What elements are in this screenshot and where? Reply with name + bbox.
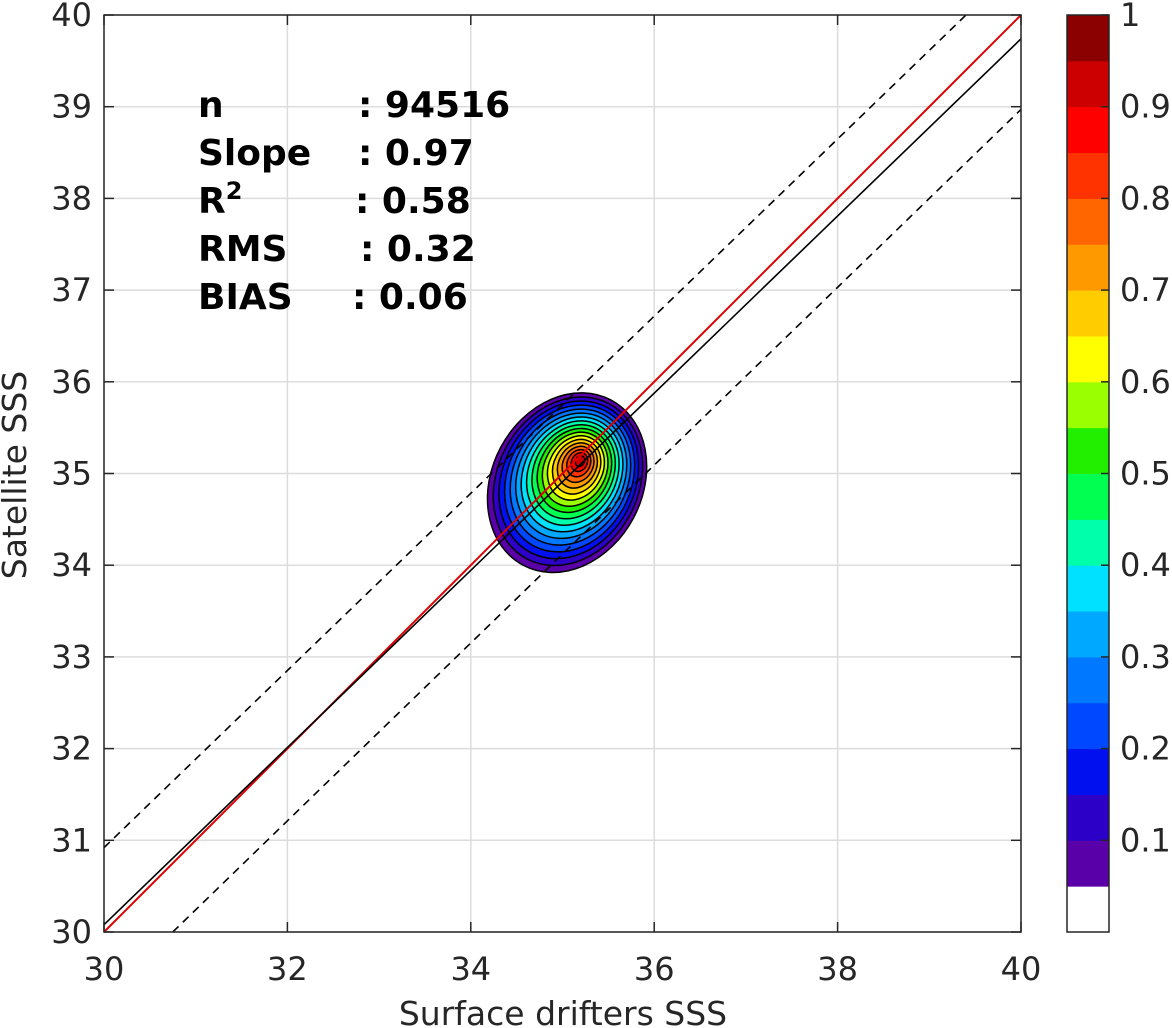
y-tick-label: 39: [51, 88, 92, 126]
colorbar-segment: [1067, 656, 1109, 704]
stat-value: : 0.06: [352, 277, 468, 318]
colorbar-tick-label: 0.2: [1120, 730, 1171, 768]
colorbar-segment: [1067, 198, 1109, 245]
x-tick-label: 36: [634, 950, 675, 988]
x-tick-label: 38: [817, 950, 858, 988]
colorbar-segment: [1067, 611, 1109, 658]
y-tick-label: 35: [51, 455, 92, 493]
y-tick-label: 40: [51, 0, 92, 34]
x-axis-label: Surface drifters SSS: [399, 994, 727, 1028]
x-tick-label: 40: [1001, 950, 1042, 988]
y-tick-label: 37: [51, 271, 92, 309]
y-tick-label: 33: [51, 638, 92, 676]
x-tick-label: 30: [84, 950, 125, 988]
colorbar-tick-label: 0.1: [1120, 821, 1171, 859]
y-tick-label: 32: [51, 730, 92, 768]
stat-label: R2: [198, 177, 242, 222]
x-axis-ticks: 30 32 34 36 38 40: [84, 15, 1042, 988]
colorbar-segment: [1067, 244, 1109, 291]
colorbar-segment: [1067, 427, 1109, 474]
colorbar-segment: [1067, 106, 1109, 154]
y-tick-label: 38: [51, 179, 92, 217]
colorbar-tick-label: 0.3: [1120, 638, 1171, 676]
stat-label: BIAS: [198, 277, 293, 318]
y-tick-label: 30: [51, 913, 92, 951]
colorbar-tick-label: 0.6: [1120, 363, 1171, 401]
colorbar-segment: [1067, 748, 1109, 795]
stat-label: RMS: [198, 229, 287, 270]
colorbar-segment: [1067, 565, 1109, 612]
colorbar-tick-label: 1: [1120, 0, 1140, 34]
stat-value: : 94516: [358, 85, 510, 126]
colorbar-segment: [1067, 335, 1109, 383]
colorbar: 0.1 0.2 0.3 0.4 0.5 0.6 0.7 0.8 0.9 1: [1066, 0, 1171, 933]
colorbar-segment: [1067, 290, 1109, 337]
colorbar-segment: [1067, 60, 1109, 108]
colorbar-segment: [1067, 702, 1109, 750]
stat-label: n: [198, 85, 224, 126]
y-tick-label: 31: [51, 821, 92, 859]
stat-value: : 0.58: [355, 181, 471, 222]
x-tick-label: 32: [267, 950, 308, 988]
colorbar-segment: [1067, 381, 1109, 429]
colorbar-segment: [1067, 886, 1109, 933]
y-axis-ticks: 30 31 32 33 34 35 36 37 38 39 40: [51, 0, 1021, 951]
colorbar-tick-label: 0.9: [1120, 88, 1171, 126]
y-axis-label: Satellite SSS: [0, 371, 34, 580]
colorbar-segment: [1067, 15, 1109, 62]
statistics-box: n : 94516 Slope : 0.97 R2 : 0.58 RMS : 0.32 BIAS…: [198, 85, 510, 318]
colorbar-tick-label: 0.8: [1120, 179, 1171, 217]
reference-lines: [103, 14, 1022, 933]
colorbar-segment: [1067, 840, 1109, 887]
stat-label: Slope: [198, 133, 311, 174]
stat-value: : 0.32: [360, 229, 476, 270]
upper-bound-line: [103, 14, 967, 849]
colorbar-segment: [1067, 794, 1109, 841]
lower-bound-line: [172, 108, 1022, 933]
colorbar-segment: [1067, 473, 1109, 520]
fit-line: [103, 38, 1022, 926]
stat-value: : 0.97: [358, 133, 474, 174]
colorbar-tick-label: 0.7: [1120, 271, 1171, 309]
colorbar-segment: [1067, 519, 1109, 566]
colorbar-tick-label: 0.4: [1120, 546, 1171, 584]
identity-line: [103, 14, 1022, 933]
x-tick-label: 34: [450, 950, 491, 988]
y-tick-label: 36: [51, 363, 92, 401]
colorbar-tick-label: 0.5: [1120, 455, 1171, 493]
y-tick-label: 34: [51, 546, 92, 584]
colorbar-segment: [1067, 152, 1109, 199]
